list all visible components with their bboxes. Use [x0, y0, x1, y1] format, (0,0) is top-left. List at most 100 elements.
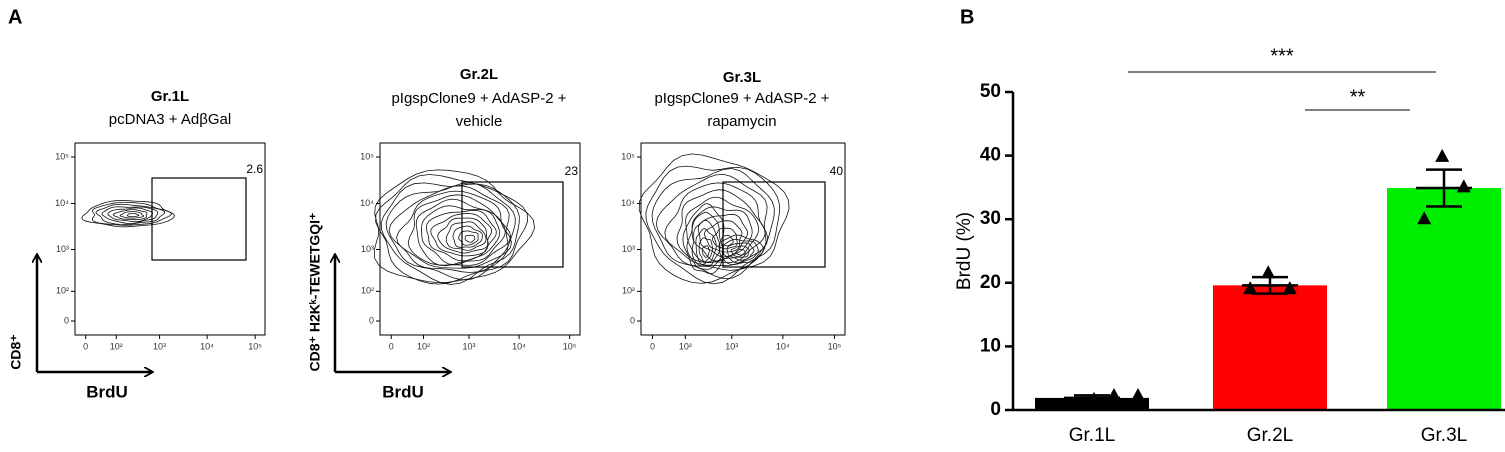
data-point — [1435, 148, 1450, 162]
data-point — [1131, 388, 1145, 402]
contour-line — [730, 245, 750, 258]
x-tick-label: 10⁴ — [776, 341, 790, 351]
contour-line — [437, 217, 489, 254]
contour-line — [695, 228, 717, 265]
contour-line — [664, 182, 769, 267]
contour-line — [415, 198, 506, 267]
x-axis-label: BrdU — [382, 382, 424, 401]
contour-line — [425, 209, 497, 262]
x-tick-label: Gr.1L — [1069, 425, 1115, 446]
x-tick-label: 10³ — [153, 341, 166, 351]
plot-subtitle: pIgspClone9 + AdASP-2 + — [391, 90, 566, 107]
x-tick-label: 10⁴ — [200, 341, 214, 351]
contour-line — [676, 189, 766, 264]
contour-line — [101, 206, 158, 225]
x-tick-label: Gr.3L — [1421, 425, 1467, 446]
y-tick-label: 10⁵ — [360, 151, 374, 161]
contour-line — [691, 219, 721, 267]
y-axis-label: CD8⁺ — [8, 334, 24, 369]
x-axis-label: BrdU — [86, 382, 128, 401]
plot-subtitle: rapamycin — [707, 113, 776, 130]
significance-label: *** — [1270, 45, 1294, 67]
significance-label: ** — [1350, 86, 1366, 108]
data-point — [1282, 281, 1297, 295]
y-tick-label: 10² — [56, 286, 69, 296]
contour-line — [452, 225, 483, 248]
x-tick-label: 0 — [389, 341, 394, 351]
y-tick-label: 30 — [980, 208, 1001, 229]
contour-line — [638, 153, 790, 284]
x-tick-label: 10⁴ — [512, 341, 526, 351]
contour-line — [697, 213, 748, 258]
contour-line — [407, 194, 512, 266]
x-tick-label: 10² — [417, 341, 430, 351]
contour-line — [445, 221, 487, 251]
contour-line — [458, 230, 479, 246]
contour-line — [718, 234, 765, 266]
y-tick-label: 10⁴ — [621, 198, 635, 208]
contour-line — [704, 220, 743, 253]
y-tick-label: 0 — [64, 315, 69, 325]
y-tick-label: 10 — [980, 335, 1001, 356]
contour-line — [373, 169, 536, 284]
contour-line — [119, 211, 145, 219]
panel-label: B — [960, 6, 974, 28]
plot-title: Gr.2L — [460, 66, 498, 83]
y-tick-label: 10⁵ — [621, 151, 635, 161]
contour-line — [720, 234, 734, 247]
gate — [461, 181, 564, 268]
y-tick-label: 10⁴ — [55, 198, 69, 208]
plot-subtitle: pcDNA3 + AdβGal — [109, 111, 231, 128]
y-tick-label: 10³ — [361, 244, 374, 254]
y-tick-label: 40 — [980, 145, 1001, 166]
plot-frame — [74, 142, 266, 336]
contour-line — [698, 237, 713, 263]
contour-line — [430, 213, 492, 257]
contour-line — [645, 165, 780, 285]
contour-line — [686, 212, 724, 270]
gate-label: 40 — [830, 164, 844, 178]
contour-line — [126, 213, 140, 218]
plot-subtitle: vehicle — [456, 113, 503, 130]
contour-line — [701, 245, 710, 258]
gate — [151, 177, 247, 261]
contour-line — [91, 202, 172, 226]
contour-line — [712, 227, 738, 250]
x-tick-label: 10⁵ — [248, 341, 262, 351]
data-point — [1417, 211, 1432, 225]
contour-line — [112, 209, 148, 221]
contour-line — [682, 203, 725, 275]
contour-line — [95, 203, 166, 226]
bar — [1213, 285, 1327, 410]
y-tick-label: 50 — [980, 81, 1001, 102]
data-point — [1107, 388, 1121, 402]
y-tick-label: 0 — [990, 399, 1001, 420]
contour-line — [375, 174, 529, 285]
data-point — [1456, 179, 1471, 193]
x-tick-label: 10⁵ — [563, 341, 577, 351]
y-axis-label: CD8⁺ H2Kᵏ-TEWETGQI⁺ — [307, 213, 323, 372]
y-tick-label: 0 — [630, 315, 635, 325]
contour-line — [685, 196, 760, 264]
gate — [722, 181, 826, 268]
y-tick-label: 10³ — [56, 244, 69, 254]
y-tick-label: 10² — [622, 286, 635, 296]
y-tick-label: 20 — [980, 272, 1001, 293]
gate-label: 2.6 — [246, 162, 263, 176]
y-tick-label: 10² — [361, 286, 374, 296]
contour-line — [81, 200, 175, 228]
gate-label: 23 — [565, 164, 579, 178]
x-tick-label: 0 — [83, 341, 88, 351]
contour-line — [380, 182, 520, 285]
data-point — [1261, 265, 1276, 279]
plot-frame — [640, 142, 846, 336]
y-tick-label: 10⁴ — [360, 198, 374, 208]
contour-line — [464, 234, 476, 243]
contour-line — [388, 185, 510, 273]
contour-line — [691, 206, 753, 262]
y-tick-label: 0 — [369, 315, 374, 325]
contour-line — [107, 207, 154, 223]
plot-subtitle: pIgspClone9 + AdASP-2 + — [654, 90, 829, 107]
contour-line — [735, 249, 746, 256]
